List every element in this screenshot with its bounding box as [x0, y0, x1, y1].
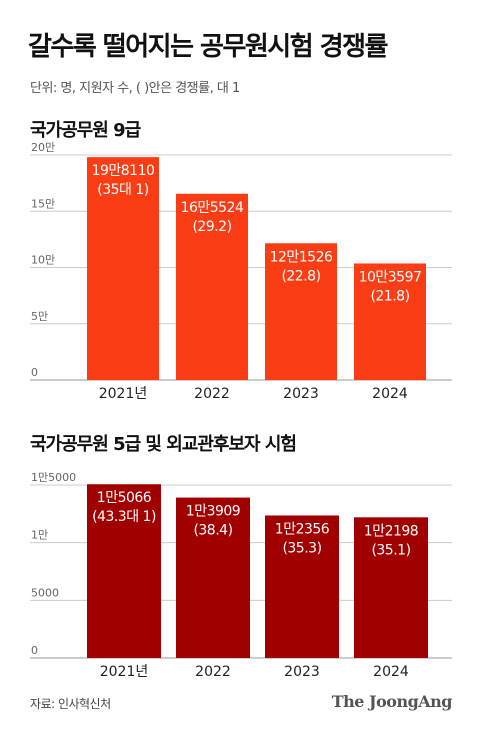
bar-ratio-label: (22.8): [281, 268, 320, 284]
y-tick-label: 15만: [31, 197, 55, 210]
bar-ratio-label: (35.3): [282, 540, 321, 556]
y-tick-label: 0: [31, 644, 38, 657]
bar-ratio-label: (35대 1): [97, 182, 149, 198]
bar-value-label: 1만2356: [275, 521, 330, 537]
units-note: 단위: 명, 지원자 수, ( )안은 경쟁률, 대 1: [30, 81, 240, 96]
bar-ratio-label: (35.1): [371, 542, 410, 558]
bar-value-label: 1만5066: [97, 490, 152, 506]
x-tick-label: 2023: [284, 664, 320, 680]
brand-logo: The JoongAng: [331, 692, 453, 711]
bar-ratio-label: (43.3대 1): [92, 509, 156, 525]
bar: [87, 484, 161, 658]
bar: [176, 497, 250, 658]
y-tick-label: 5000: [31, 586, 59, 599]
bar-ratio-label: (21.8): [370, 288, 409, 304]
y-tick-label: 1만5000: [31, 471, 76, 484]
page-title: 갈수록 떨어지는 공무원시험 경쟁률: [28, 32, 388, 62]
chart2-title: 국가공무원 5급 및 외교관후보자 시험: [30, 434, 297, 455]
bar: [265, 515, 339, 658]
bar-value-label: 1만3909: [186, 504, 240, 520]
bar: [87, 157, 159, 380]
bar-value-label: 10만3597: [359, 269, 422, 285]
x-tick-label: 2022: [195, 664, 231, 680]
chart-grade9: 0 5만 10만 15만 20만 19만8110 (35대 1) 2021년 16만5524 (2…: [30, 141, 452, 402]
y-tick-label: 20만: [31, 141, 55, 154]
chart-grade5: 0 5000 1만 1만5000 1만5066 (43.3대 1) 2021년 1만3909 (…: [30, 471, 452, 680]
y-tick-label: 5만: [31, 310, 48, 323]
x-tick-label: 2021년: [100, 664, 149, 680]
y-tick-label: 0: [31, 366, 38, 379]
bar: [354, 517, 428, 658]
bar-value-label: 1만2198: [364, 523, 418, 539]
bar-value-label: 19만8110: [92, 163, 155, 179]
y-tick-label: 10만: [31, 254, 55, 267]
bar: [176, 193, 248, 380]
bar: [265, 243, 337, 380]
x-tick-label: 2024: [373, 664, 409, 680]
bar: [354, 263, 426, 380]
x-tick-label: 2023: [283, 386, 319, 402]
bar-value-label: 12만1526: [270, 249, 333, 265]
bar-ratio-label: (38.4): [193, 523, 232, 539]
y-tick-label: 1만: [31, 529, 48, 542]
bar-ratio-label: (29.2): [192, 219, 231, 235]
chart1-title: 국가공무원 9급: [30, 120, 141, 141]
x-tick-label: 2021년: [99, 386, 148, 402]
x-tick-label: 2022: [194, 386, 230, 402]
source-note: 자료: 인사혁신처: [30, 697, 111, 711]
x-tick-label: 2024: [372, 386, 408, 402]
bar-value-label: 16만5524: [181, 200, 244, 216]
